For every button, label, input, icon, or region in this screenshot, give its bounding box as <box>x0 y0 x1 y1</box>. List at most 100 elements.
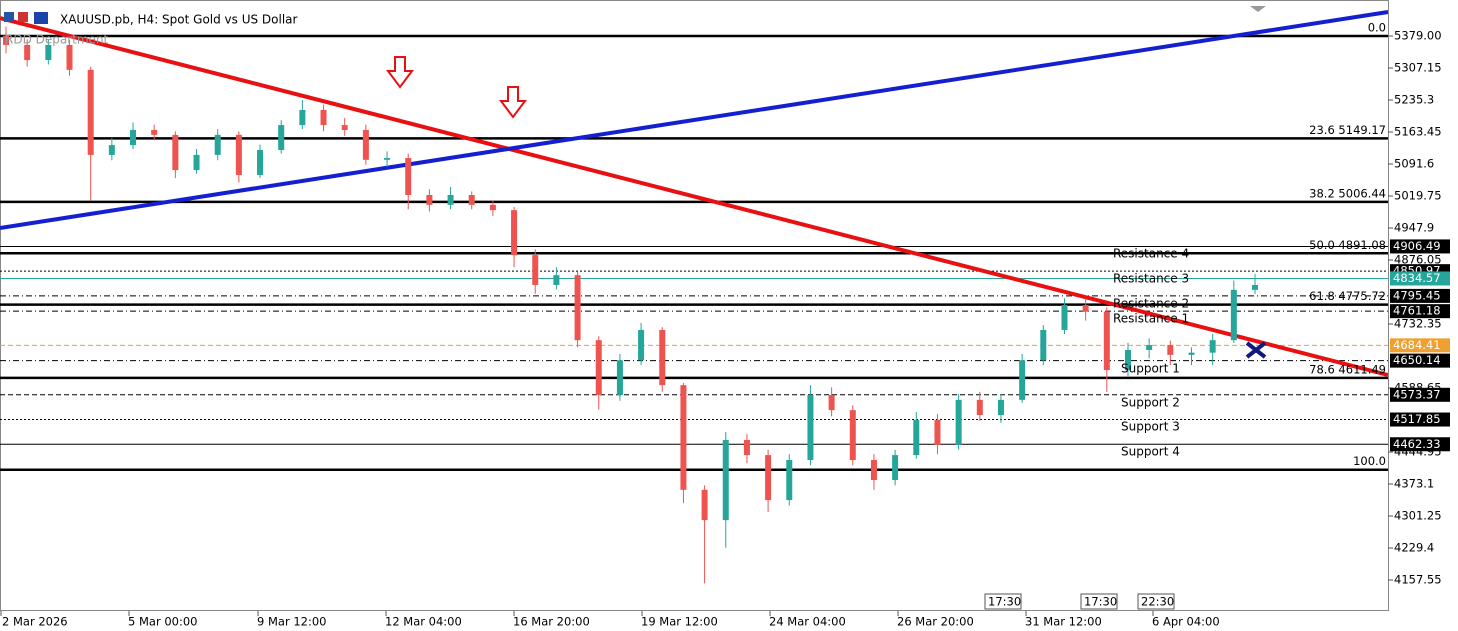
time-marker-box <box>1080 593 1118 610</box>
y-tick-label: 5235.3 <box>1394 92 1434 106</box>
time-marker: 22:30 <box>1141 595 1174 609</box>
price-tag <box>1390 412 1450 427</box>
x-tick-label: 2 Mar 2026 <box>2 615 68 629</box>
price-tag <box>1390 271 1450 286</box>
y-tick-label: 5307.15 <box>1394 60 1442 74</box>
price-tag-label: 4517.85 <box>1393 412 1441 426</box>
candle-body <box>66 44 73 70</box>
level-annotation: Support 2 <box>1121 396 1180 410</box>
y-tick-label: 5019.75 <box>1394 188 1442 202</box>
candle-body <box>701 489 708 521</box>
x-tick-label: 31 Mar 12:00 <box>1025 615 1102 629</box>
chart-title: XAUUSD.pb, H4: Spot Gold vs US Dollar <box>60 13 298 27</box>
candle-body <box>468 194 475 205</box>
candle-body <box>976 399 983 416</box>
app-icons <box>4 12 48 24</box>
price-tag <box>1390 304 1450 319</box>
y-tick-label: 4301.25 <box>1394 508 1442 522</box>
fib-label: 23.6 5149.17 <box>1309 123 1386 137</box>
level-annotation: Support 3 <box>1121 420 1180 434</box>
candle-body <box>638 329 645 361</box>
candle-body <box>320 109 327 126</box>
candle-body <box>1061 305 1068 330</box>
fib-label: 0.0 <box>1368 20 1386 34</box>
x-tick-label: 24 Mar 04:00 <box>769 615 846 629</box>
candle-body <box>892 455 899 481</box>
price-tag <box>1390 353 1450 368</box>
y-tick-label: 4157.55 <box>1394 572 1442 586</box>
price-tag <box>1390 239 1450 254</box>
shift-marker <box>1250 6 1266 12</box>
candle-body <box>786 459 793 501</box>
candle-body <box>1252 284 1258 290</box>
candle-body <box>722 439 729 521</box>
price-tag <box>1390 288 1450 303</box>
price-tag-label: 4906.49 <box>1393 239 1441 253</box>
candle-body <box>1146 345 1153 350</box>
candle-body <box>299 109 306 126</box>
candle-body <box>1209 340 1216 353</box>
candle-body <box>553 275 560 285</box>
candle-body <box>24 44 31 61</box>
y-tick-label: 5163.45 <box>1394 124 1442 138</box>
candle-body <box>765 455 772 501</box>
candle-body <box>362 129 369 160</box>
candle-body <box>849 410 856 460</box>
candle-body <box>130 129 137 146</box>
price-tag-label: 4462.33 <box>1393 437 1441 451</box>
price-tag-label: 4573.37 <box>1393 387 1441 401</box>
level-annotation: Resistance 3 <box>1113 272 1189 286</box>
candle-body <box>574 275 581 341</box>
x-tick-label: 19 Mar 12:00 <box>641 615 718 629</box>
candle-body <box>1230 289 1237 341</box>
candle-body <box>405 158 412 195</box>
price-tag-label: 4650.14 <box>1393 353 1441 367</box>
price-tag-label: 4761.18 <box>1393 304 1441 318</box>
price-tag-label: 4684.41 <box>1393 338 1441 352</box>
subtitle: RDD Department <box>5 33 109 47</box>
candle-body <box>426 194 433 205</box>
candle-body <box>1124 349 1131 371</box>
x-tick-label: 26 Mar 20:00 <box>897 615 974 629</box>
fib-label: 38.2 5006.44 <box>1309 186 1386 200</box>
candle-body <box>87 69 94 155</box>
candle-body <box>1167 345 1174 355</box>
candle-body <box>616 360 623 395</box>
candle-body <box>193 154 200 171</box>
candle-body <box>743 439 750 456</box>
candle-body <box>680 385 687 490</box>
x-tick-label: 6 Apr 04:00 <box>1152 615 1220 629</box>
candle-body <box>257 150 264 175</box>
level-annotation: Support 1 <box>1121 362 1180 376</box>
time-marker-box <box>984 593 1022 610</box>
x-tick-label: 12 Mar 04:00 <box>385 615 462 629</box>
candle-body <box>828 394 835 411</box>
level-annotation: Support 4 <box>1121 445 1180 459</box>
candle-body <box>913 419 920 456</box>
fib-label: 100.0 <box>1353 454 1386 468</box>
time-axis <box>0 611 1389 631</box>
trend-line-blue <box>0 10 1389 230</box>
candle-body <box>1040 329 1047 361</box>
x-tick-label: 5 Mar 00:00 <box>128 615 197 629</box>
candle-body <box>45 44 52 61</box>
candle-body <box>489 204 496 211</box>
x-tick-label: 9 Mar 12:00 <box>257 615 326 629</box>
candle-body <box>1103 311 1110 371</box>
price-tag <box>1390 338 1450 353</box>
level-annotation: Resistance 4 <box>1113 247 1189 261</box>
y-tick-label: 4732.35 <box>1394 316 1442 330</box>
price-tag-label: 4795.45 <box>1393 288 1441 302</box>
fib-label: 61.8 4775.72 <box>1309 289 1386 303</box>
candle-body <box>934 419 941 445</box>
candle-body <box>151 129 158 135</box>
candle-body <box>384 158 391 160</box>
y-tick-label: 5379.00 <box>1394 28 1442 42</box>
candle-body <box>659 329 666 386</box>
y-tick-label: 4947.9 <box>1394 220 1434 234</box>
price-tag-label: 4834.57 <box>1393 271 1441 285</box>
candle-body <box>1019 360 1026 400</box>
candle-body <box>3 35 9 45</box>
